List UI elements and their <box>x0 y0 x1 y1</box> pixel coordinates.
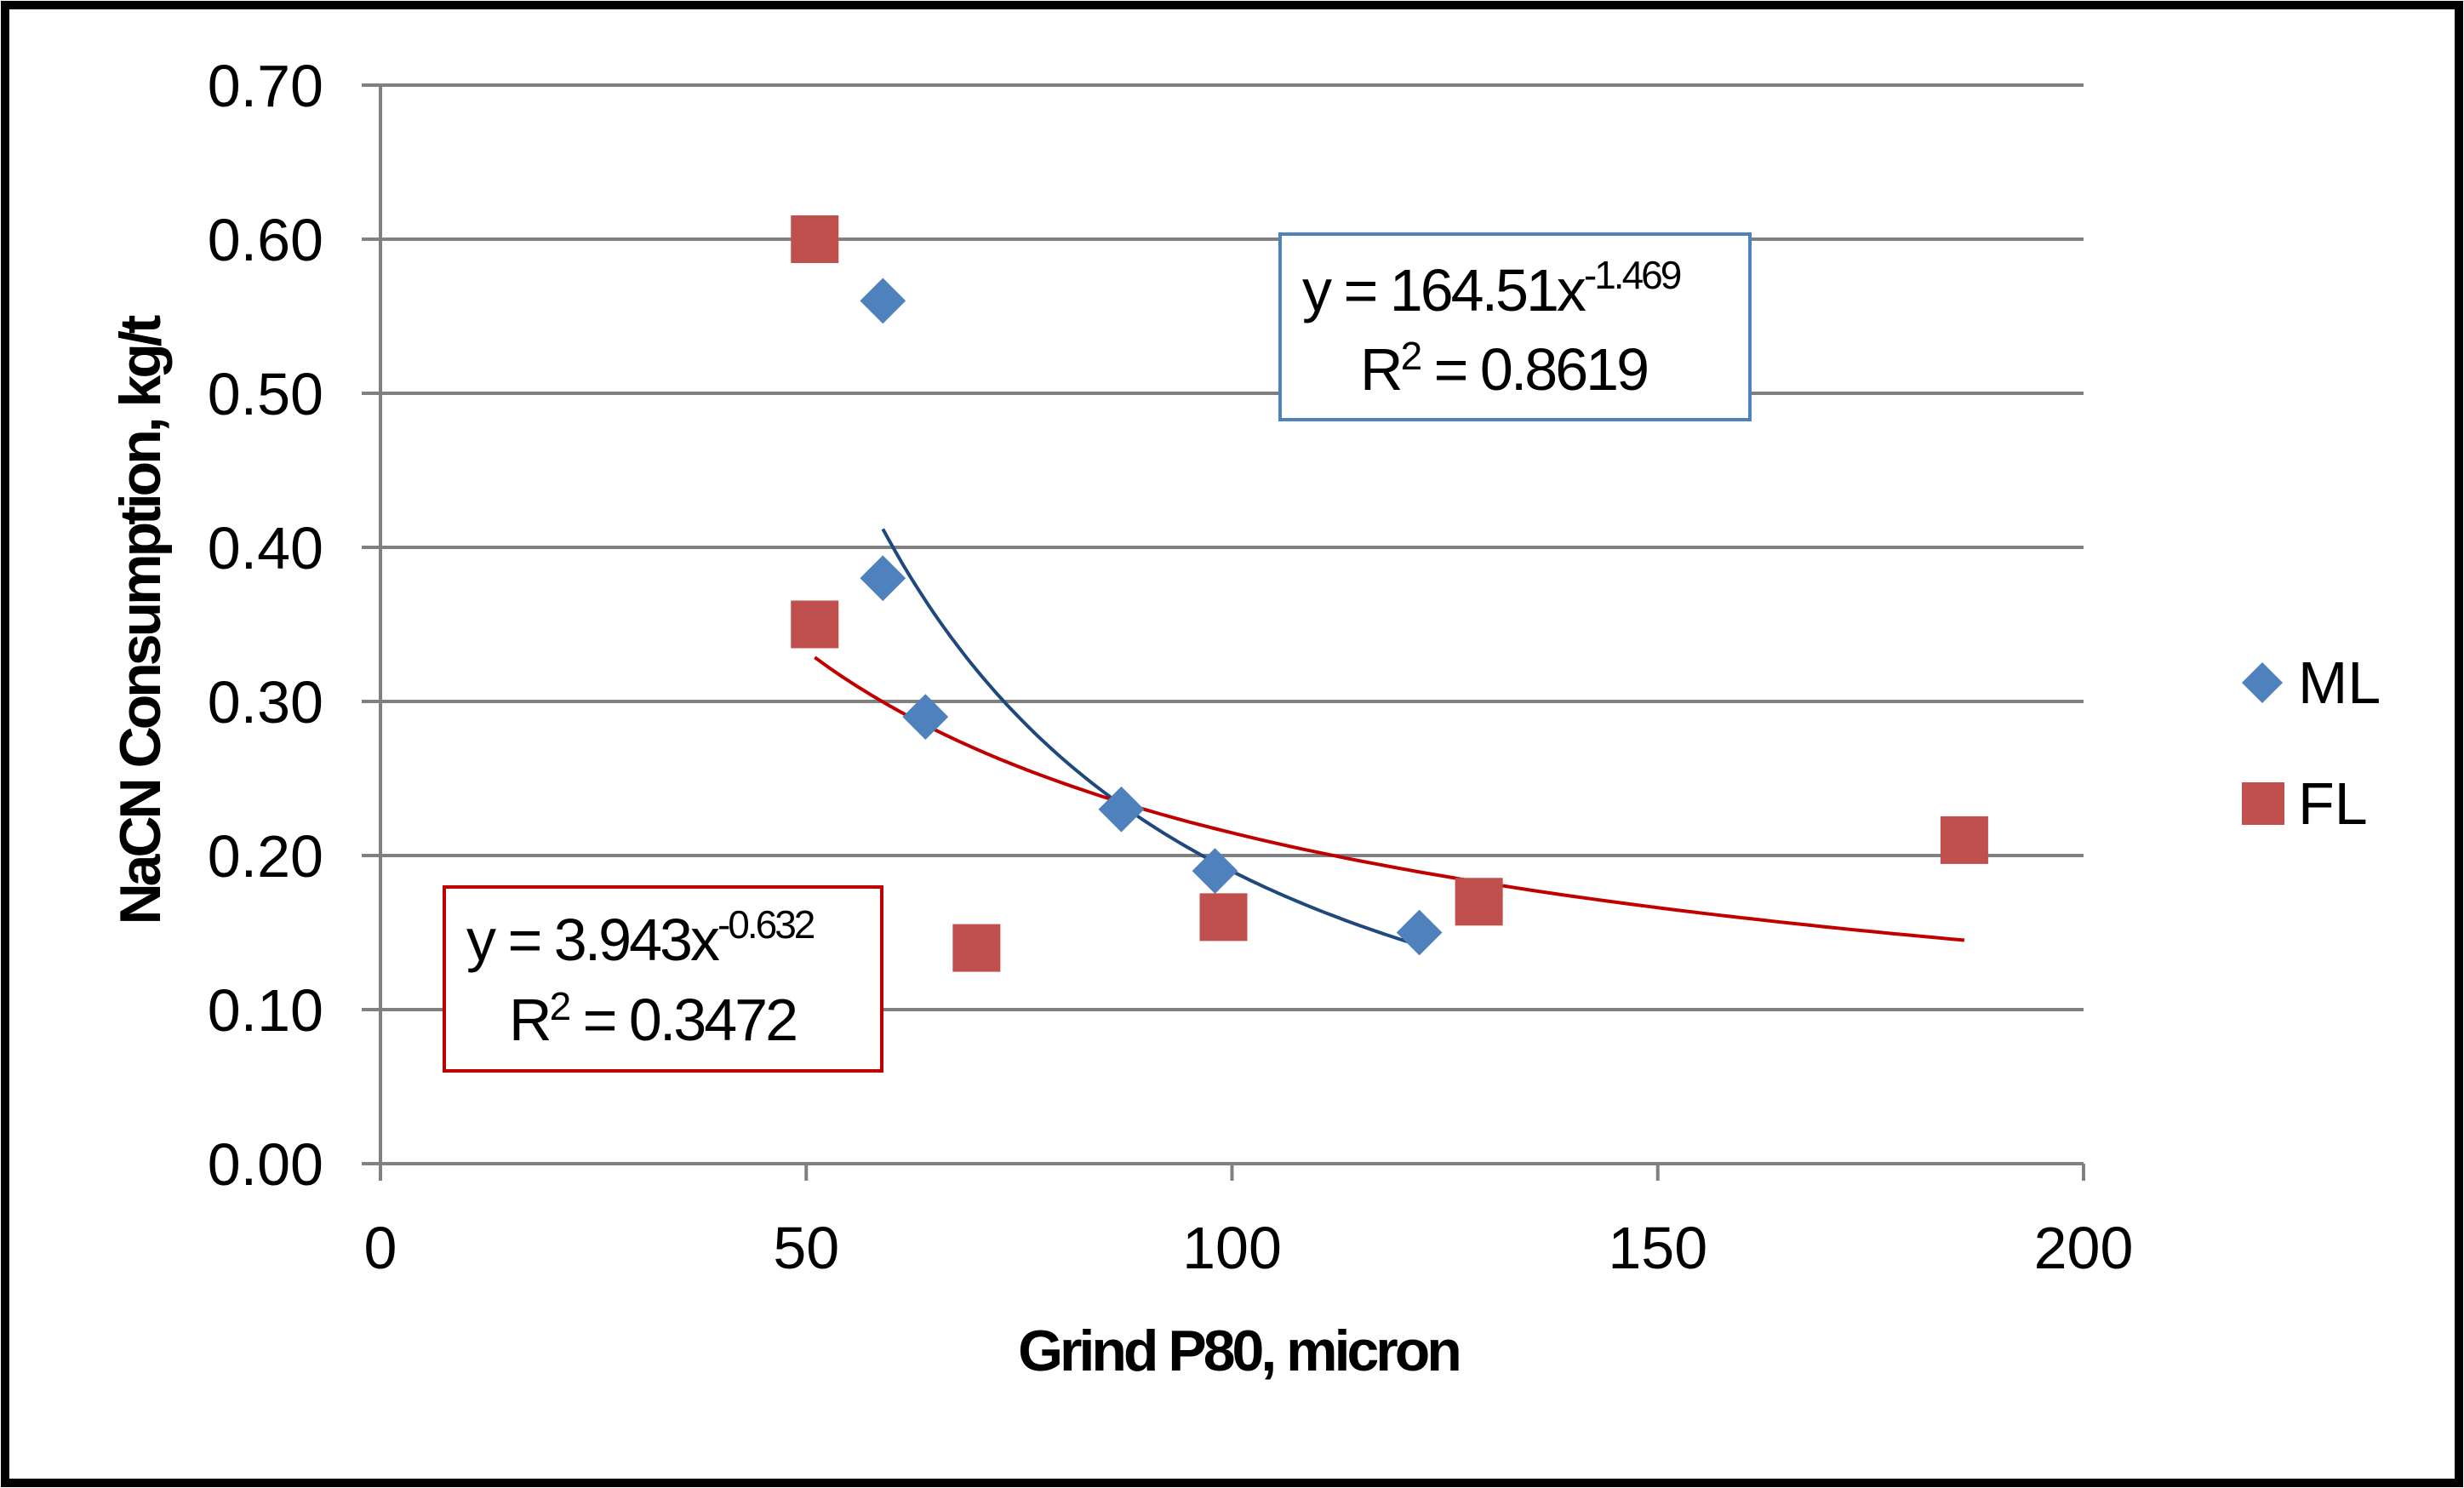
y-tick-label-3: 0.30 <box>208 669 323 735</box>
ml-equation-exponent: -1.469 <box>1584 253 1681 297</box>
y-tick-label-0: 0.00 <box>208 1131 323 1198</box>
x-axis-title: Grind P80, micron <box>1018 1319 1459 1383</box>
fl-equation-box: y = 3.943x-0.632 R2 = 0.3472 <box>443 885 883 1073</box>
trendline-fl <box>814 655 1965 942</box>
ml-r2-sup: 2 <box>1401 334 1421 378</box>
legend-marker-fl <box>2242 782 2284 825</box>
axes <box>362 85 2085 1181</box>
tick-labels: 0.00 0.10 0.20 0.30 0.40 0.50 0.60 0.70 0 50 100 15… <box>208 53 2134 1281</box>
x-tick-label-2: 100 <box>1182 1215 1282 1281</box>
y-tick-label-2: 0.20 <box>208 823 323 890</box>
legend-item-ml: ML <box>2241 650 2381 716</box>
fl-r2-sup: 2 <box>550 984 570 1028</box>
fl-equation-frame <box>443 885 883 1073</box>
y-axis-title: NaCN Consumption, kg/t <box>108 315 173 924</box>
y-tick-label-4: 0.40 <box>208 515 323 581</box>
legend-marker-ml <box>2241 661 2284 704</box>
ml-equation: y = 164.51x-1.469 <box>1302 253 1681 323</box>
fl-equation-exponent: -0.632 <box>717 902 815 947</box>
x-tick-label-3: 150 <box>1608 1215 1707 1281</box>
point-fl-1 <box>791 600 839 649</box>
fl-r2-prefix: R <box>509 987 550 1053</box>
y-tick-label-7: 0.70 <box>208 53 323 119</box>
fl-equation: y = 3.943x-0.632 <box>466 902 815 973</box>
point-fl-4 <box>1455 878 1503 926</box>
ml-equation-frame <box>1278 232 1752 421</box>
ml-r2-prefix: R <box>1360 336 1401 403</box>
point-fl-2 <box>952 924 1001 972</box>
point-ml-1 <box>860 555 906 602</box>
point-ml-5 <box>1396 909 1443 956</box>
x-tick-label-0: 0 <box>364 1215 397 1281</box>
legend: ML FL <box>2241 650 2381 837</box>
fl-r2-value: = 0.3472 <box>569 987 796 1053</box>
ml-equation-base: y = 164.51x <box>1302 257 1586 323</box>
ml-r-squared: R2 = 0.8619 <box>1360 334 1647 403</box>
y-tick-label-1: 0.10 <box>208 977 323 1044</box>
point-ml-0 <box>860 278 906 324</box>
fl-r-squared: R2 = 0.3472 <box>509 984 796 1053</box>
ml-r2-value: = 0.8619 <box>1420 336 1647 403</box>
legend-item-fl: FL <box>2242 770 2368 837</box>
trendlines <box>814 528 1965 947</box>
point-fl-3 <box>1199 893 1248 941</box>
point-fl-0 <box>791 215 839 263</box>
legend-label-ml: ML <box>2298 650 2381 716</box>
y-tick-label-5: 0.50 <box>208 361 323 427</box>
y-tick-label-6: 0.60 <box>208 207 323 273</box>
ml-equation-box: y = 164.51x-1.469 R2 = 0.8619 <box>1278 232 1752 421</box>
x-tick-label-1: 50 <box>773 1215 839 1281</box>
fl-equation-base: y = 3.943x <box>466 907 720 973</box>
legend-label-fl: FL <box>2298 770 2368 837</box>
point-fl-5 <box>1940 816 1988 864</box>
x-tick-label-4: 200 <box>2034 1215 2134 1281</box>
trendline-ml <box>881 528 1421 947</box>
